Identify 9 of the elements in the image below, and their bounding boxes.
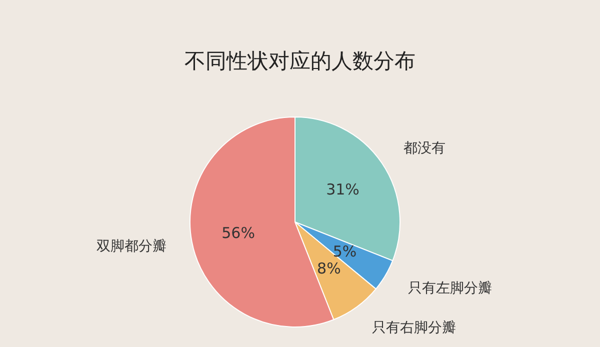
data-label: 56% (222, 224, 255, 242)
data-label: 5% (332, 242, 357, 260)
slice-label: 双脚都分瓣 (96, 238, 166, 255)
chart-title: 不同性状对应的人数分布 (184, 49, 416, 73)
data-label: 31% (326, 180, 360, 199)
slice-label: 都没有 (403, 140, 446, 156)
data-label: 8% (317, 260, 341, 278)
slice-label: 只有右脚分瓣 (372, 320, 456, 336)
slice-label: 只有左脚分瓣 (408, 280, 492, 297)
